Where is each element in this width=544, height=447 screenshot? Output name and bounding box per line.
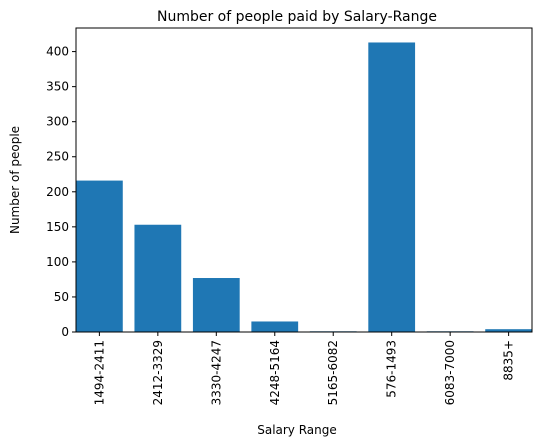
x-tick-label: 8835+: [502, 340, 516, 381]
y-tick-label: 250: [46, 150, 69, 164]
y-tick-label: 100: [46, 255, 69, 269]
y-tick-label: 50: [54, 290, 69, 304]
x-tick-label: 2412-3329: [151, 340, 165, 405]
y-axis-label: Number of people: [8, 126, 22, 234]
bars-group: [76, 42, 532, 332]
bar-3330-4247: [192, 278, 240, 332]
x-tick-label: 5165-6082: [326, 340, 340, 405]
bar-8835+: [485, 329, 532, 332]
x-axis-label: Salary Range: [257, 423, 337, 437]
x-tick-label: 576-1493: [385, 340, 399, 398]
x-tick-label: 1494-2411: [92, 340, 106, 405]
bar-576-1493: [368, 42, 416, 332]
y-tick-label: 350: [46, 80, 69, 94]
x-tick-label: 3330-4247: [209, 340, 223, 405]
y-tick-label: 300: [46, 115, 69, 129]
x-axis-ticks: 1494-2411 2412-3329 3330-4247 4248-5164 5165…: [92, 332, 516, 405]
chart-title: Number of people paid by Salary-Range: [157, 9, 437, 25]
y-tick-label: 400: [46, 45, 69, 59]
y-tick-label: 200: [46, 185, 69, 199]
plot-frame: [75, 27, 533, 333]
bar-4248-5164: [251, 321, 299, 332]
bar-2412-3329: [134, 224, 182, 332]
x-tick-label: 6083-7000: [443, 340, 457, 405]
y-tick-label: 0: [61, 325, 69, 339]
y-axis-ticks: 0 50 100 150 200 250 300 350 400: [46, 45, 76, 339]
bar-1494-2411: [76, 180, 123, 332]
y-tick-label: 150: [46, 220, 69, 234]
x-tick-label: 4248-5164: [268, 340, 282, 405]
